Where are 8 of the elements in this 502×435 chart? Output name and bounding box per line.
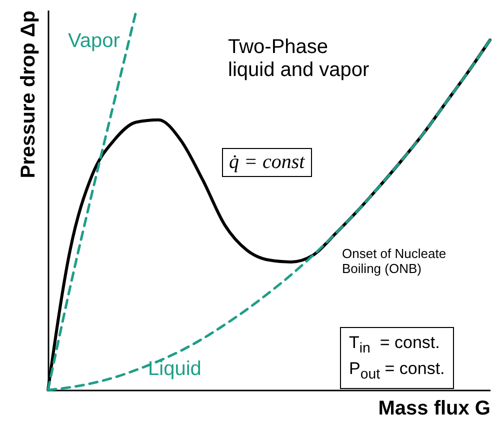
annotation: Two-Phase liquid and vapor [228, 36, 370, 82]
annotation: Onset of Nucleate Boiling (ONB) [342, 246, 446, 277]
annotation: q̇ = const [222, 148, 312, 177]
y-axis-title: Pressure drop Δp [18, 10, 40, 178]
x-axis-title: Mass flux G [378, 398, 490, 420]
text: T$_{in}$ = const. P$_{out}$ = const. [349, 333, 445, 382]
series-label: Vapor [68, 30, 120, 53]
series-label: Liquid [148, 358, 202, 381]
